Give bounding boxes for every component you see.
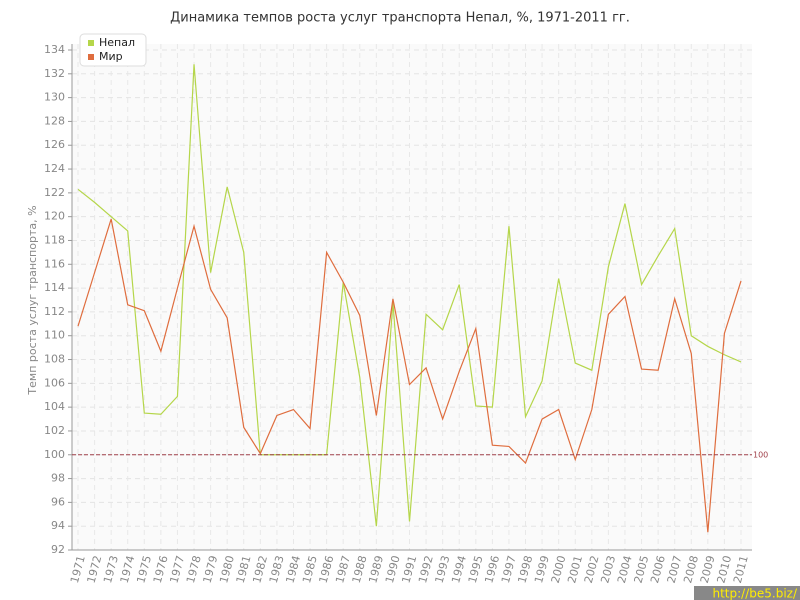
y-tick-label: 134 [44,43,65,56]
series-line [77,218,742,533]
y-tick-label: 124 [44,162,65,175]
y-tick-label: 114 [44,281,65,294]
y-tick-label: 128 [44,114,65,127]
legend-marker [88,54,94,60]
legend-box [79,33,147,67]
y-tick-label: 100 [44,448,65,461]
y-tick-label: 96 [51,495,65,508]
watermark: http://be5.biz/ [712,587,797,600]
y-tick-label: 112 [44,305,65,318]
y-tick-label: 120 [44,210,65,223]
y-tick-label: 94 [51,519,65,532]
y-tick-label: 102 [44,424,65,437]
y-tick-label: 132 [44,67,65,80]
legend-label: Непал [99,36,135,49]
plot-area [72,44,752,550]
y-tick-label: 118 [44,233,65,246]
y-tick-label: 110 [44,329,65,342]
reference-label: 100 [753,450,768,459]
y-tick-label: 92 [51,543,65,556]
series-line [77,64,742,527]
x-tick-label: 2011 [731,554,751,584]
y-tick-label: 98 [51,472,65,485]
chart-title: Динамика темпов роста услуг транспорта Н… [170,11,630,26]
watermark-bg [694,586,800,600]
y-tick-label: 106 [44,376,65,389]
y-tick-label: 104 [44,400,65,413]
y-tick-label: 108 [44,353,65,366]
y-tick-label: 130 [44,91,65,104]
legend-label: Мир [99,50,123,63]
y-tick-label: 126 [44,138,65,151]
y-tick-label: 116 [44,257,65,270]
legend-marker [88,40,94,46]
y-axis-label: Темп роста услуг транспорта, % [26,205,39,395]
y-tick-label: 122 [44,186,65,199]
